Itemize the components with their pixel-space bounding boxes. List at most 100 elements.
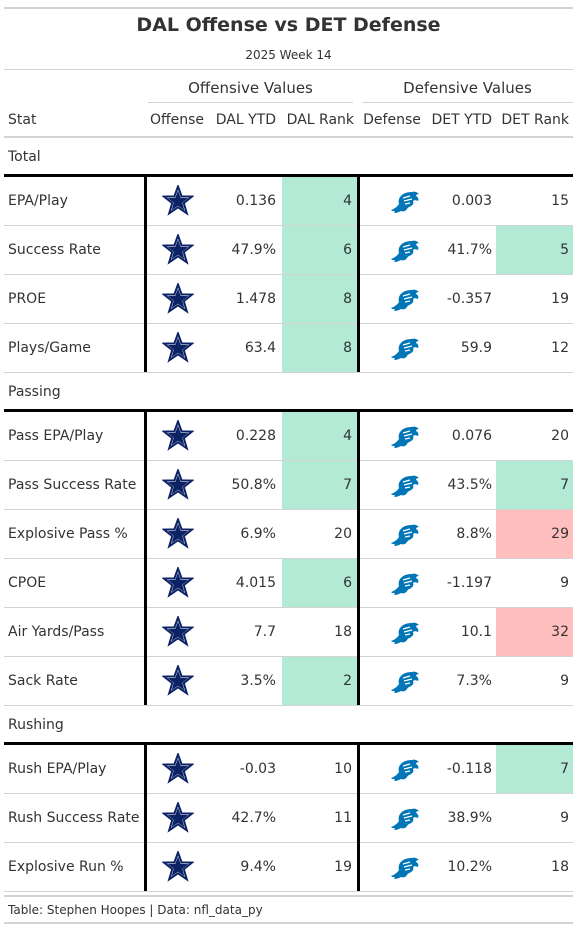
cowboys-star-icon xyxy=(161,614,195,668)
defense-logo-cell xyxy=(361,461,424,509)
table-row: CPOE 4.015 6 -1.197 9 xyxy=(0,559,577,608)
row-divider xyxy=(4,607,573,608)
stat-label: Explosive Pass % xyxy=(8,526,128,542)
offense-logo-cell xyxy=(147,657,209,705)
col-header-dal-ytd: DAL YTD xyxy=(215,112,276,128)
defense-logo-cell xyxy=(361,226,424,274)
det-rank-value: 18 xyxy=(496,843,573,891)
dal-rank-value: 19 xyxy=(282,843,357,891)
det-rank-value: 7 xyxy=(496,745,573,793)
det-rank-text: 12 xyxy=(551,340,569,356)
spanner-defense-rule xyxy=(362,102,573,103)
dal-rank-value: 8 xyxy=(282,324,357,372)
row-divider xyxy=(4,705,573,706)
stat-label: Rush EPA/Play xyxy=(8,761,107,777)
det-rank-value: 7 xyxy=(496,461,573,509)
offense-logo-cell xyxy=(147,510,209,558)
col-header-defense: Defense xyxy=(363,112,421,128)
table-row: Air Yards/Pass 7.7 18 10.1 32 xyxy=(0,608,577,657)
table-row: Rush Success Rate 42.7% 11 38.9% 9 xyxy=(0,794,577,843)
row-divider xyxy=(4,460,573,461)
col-header-offense: Offense xyxy=(149,112,205,128)
dal-rank-value: 6 xyxy=(282,226,357,274)
offense-logo-cell xyxy=(147,177,209,225)
det-rank-text: 9 xyxy=(560,575,569,591)
offense-divider xyxy=(144,745,147,891)
det-ytd-value: 59.9 xyxy=(460,340,492,356)
offense-logo-cell xyxy=(147,794,209,842)
row-divider xyxy=(4,558,573,559)
dal-ytd-value: 6.9% xyxy=(240,526,276,542)
cowboys-star-icon xyxy=(161,330,195,384)
stat-label: Success Rate xyxy=(8,242,101,258)
col-header-det-ytd: DET YTD xyxy=(431,112,492,128)
cowboys-star-icon xyxy=(161,751,195,805)
cowboys-star-icon xyxy=(161,516,195,570)
offense-logo-cell xyxy=(147,412,209,460)
dal-rank-text: 7 xyxy=(343,477,352,493)
dal-rank-text: 6 xyxy=(343,242,352,258)
dal-ytd-value: 1.478 xyxy=(235,291,276,307)
dal-ytd-value: -0.03 xyxy=(239,761,276,777)
lions-logo-icon xyxy=(389,805,421,853)
defense-divider xyxy=(357,745,360,891)
offense-logo-cell xyxy=(147,745,209,793)
footer-rule xyxy=(4,922,573,924)
stat-label: Rush Success Rate xyxy=(8,810,140,826)
section-rule xyxy=(4,742,573,745)
dal-ytd-value: 3.5% xyxy=(240,673,276,689)
dal-rank-value: 4 xyxy=(282,412,357,460)
section-rule xyxy=(4,174,573,177)
cowboys-star-icon xyxy=(161,183,195,237)
table-row: Pass EPA/Play 0.228 4 0.076 20 xyxy=(0,412,577,461)
dal-ytd-value: 4.015 xyxy=(235,575,276,591)
dal-ytd-value: 9.4% xyxy=(240,859,276,875)
det-ytd-value: -0.357 xyxy=(446,291,492,307)
det-rank-text: 20 xyxy=(551,428,569,444)
defense-logo-cell xyxy=(361,745,424,793)
det-rank-value: 20 xyxy=(496,412,573,460)
table-row: Explosive Run % 9.4% 19 10.2% 18 xyxy=(0,843,577,892)
row-divider xyxy=(4,656,573,657)
table-title: DAL Offense vs DET Defense xyxy=(136,14,441,36)
det-rank-value: 29 xyxy=(496,510,573,558)
cowboys-star-icon xyxy=(161,232,195,286)
lions-logo-icon xyxy=(389,756,421,804)
det-rank-text: 9 xyxy=(560,810,569,826)
det-ytd-value: 0.003 xyxy=(451,193,492,209)
dal-rank-value: 18 xyxy=(282,608,357,656)
cowboys-star-icon xyxy=(161,467,195,521)
det-ytd-value: -1.197 xyxy=(446,575,492,591)
lions-logo-icon xyxy=(389,854,421,902)
cowboys-star-icon xyxy=(161,418,195,472)
cowboys-star-icon xyxy=(161,565,195,619)
dal-ytd-value: 50.8% xyxy=(231,477,276,493)
lions-logo-icon xyxy=(389,188,421,236)
det-rank-value: 9 xyxy=(496,794,573,842)
table-row: Pass Success Rate 50.8% 7 43.5% 7 xyxy=(0,461,577,510)
row-divider xyxy=(4,274,573,275)
row-divider xyxy=(4,842,573,843)
det-rank-text: 18 xyxy=(551,859,569,875)
dal-rank-value: 10 xyxy=(282,745,357,793)
defense-logo-cell xyxy=(361,324,424,372)
cowboys-star-icon xyxy=(161,663,195,717)
defense-logo-cell xyxy=(361,843,424,891)
det-rank-text: 15 xyxy=(551,193,569,209)
section-rushing: Rushing xyxy=(8,717,64,733)
det-rank-text: 29 xyxy=(551,526,569,542)
defense-divider xyxy=(357,412,360,705)
col-header-dal-rank: DAL Rank xyxy=(286,112,354,128)
defense-logo-cell xyxy=(361,177,424,225)
offense-logo-cell xyxy=(147,608,209,656)
spanner-offense-rule xyxy=(148,102,353,103)
stat-label: Plays/Game xyxy=(8,340,91,356)
det-ytd-value: 10.1 xyxy=(460,624,492,640)
stat-label: Pass EPA/Play xyxy=(8,428,104,444)
spanner-offensive-values: Offensive Values xyxy=(188,79,313,97)
stat-label: EPA/Play xyxy=(8,193,68,209)
dal-ytd-value: 7.7 xyxy=(253,624,276,640)
row-divider xyxy=(4,372,573,373)
det-rank-value: 5 xyxy=(496,226,573,274)
det-rank-value: 12 xyxy=(496,324,573,372)
